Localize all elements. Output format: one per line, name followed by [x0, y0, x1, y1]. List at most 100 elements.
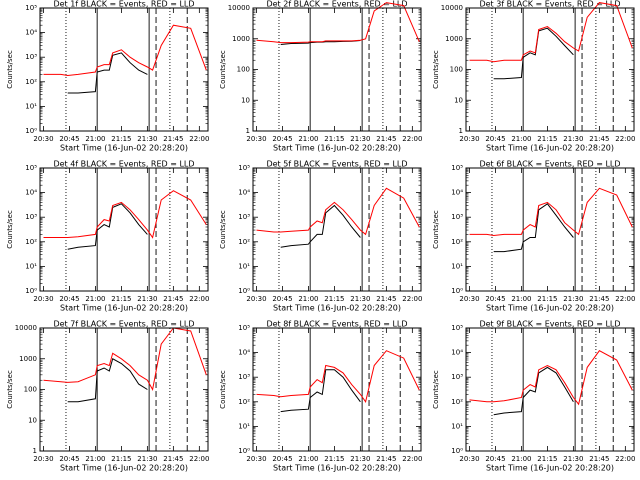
y-tick-label: 10² — [238, 238, 250, 246]
panel-title: Det 5f BLACK = Events, RED = LLD — [266, 160, 407, 169]
y-tick-label: 10³ — [238, 373, 250, 381]
y-tick-label: 10⁴ — [25, 29, 37, 37]
y-tick-label: 10⁵ — [25, 4, 37, 12]
y-tick-label: 10¹ — [238, 422, 250, 430]
y-tick-label: 10⁵ — [451, 324, 463, 332]
x-tick-label: 21:30 — [137, 455, 157, 463]
plot-frame — [465, 327, 635, 452]
panel-title: Det 2f BLACK = Events, RED = LLD — [266, 0, 407, 9]
y-tick-label: 10⁰ — [238, 287, 250, 295]
y-tick-label: 10⁰ — [25, 127, 37, 135]
y-tick-label: 10³ — [451, 373, 463, 381]
x-tick-label: 21:45 — [589, 455, 609, 463]
x-tick-label: 20:30 — [459, 295, 479, 303]
panel-title: Det 1f BLACK = Events, RED = LLD — [53, 0, 194, 9]
x-tick-label: 21:00 — [511, 455, 531, 463]
y-tick-label: 10³ — [25, 53, 37, 61]
x-tick-label: 20:45 — [59, 295, 79, 303]
x-tick-label: 21:00 — [511, 135, 531, 143]
y-tick-label: 10⁰ — [451, 447, 463, 455]
x-tick-label: 21:00 — [85, 135, 105, 143]
x-axis-label: Start Time (16-Jun-02 20:28:20) — [273, 144, 401, 153]
x-tick-label: 22:00 — [615, 455, 635, 463]
series-line — [469, 350, 633, 406]
x-tick-label: 21:00 — [511, 295, 531, 303]
x-tick-label: 21:45 — [589, 135, 609, 143]
panel-title: Det 4f BLACK = Events, RED = LLD — [53, 160, 194, 169]
plot-frame — [39, 7, 209, 132]
y-axis-label: Counts/sec — [219, 50, 227, 89]
y-axis-label: Counts/sec — [432, 370, 440, 409]
x-tick-label: 21:45 — [163, 295, 183, 303]
x-tick-label: 21:45 — [376, 135, 396, 143]
x-tick-label: 22:00 — [189, 455, 209, 463]
panel-title: Det 8f BLACK = Events, RED = LLD — [266, 320, 407, 329]
y-axis-label: Counts/sec — [219, 370, 227, 409]
series-line — [67, 203, 148, 250]
series-line — [256, 350, 420, 403]
y-tick-label: 10¹ — [238, 262, 250, 270]
x-tick-label: 21:15 — [324, 295, 344, 303]
x-tick-label: 21:00 — [85, 455, 105, 463]
x-tick-label: 21:30 — [137, 135, 157, 143]
y-tick-label: 10000 — [15, 324, 37, 332]
x-tick-label: 21:15 — [111, 455, 131, 463]
x-tick-label: 21:00 — [298, 455, 318, 463]
y-tick-label: 10⁵ — [25, 164, 37, 172]
x-axis-label: Start Time (16-Jun-02 20:28:20) — [60, 464, 188, 473]
x-tick-label: 21:45 — [376, 295, 396, 303]
x-tick-label: 20:45 — [59, 135, 79, 143]
panel-title: Det 6f BLACK = Events, RED = LLD — [479, 160, 620, 169]
y-tick-label: 10⁰ — [451, 287, 463, 295]
plot-frame — [465, 7, 635, 132]
y-tick-label: 1000 — [19, 355, 37, 363]
x-tick-label: 20:30 — [33, 295, 53, 303]
x-tick-label: 20:45 — [272, 455, 292, 463]
series-line — [493, 27, 574, 80]
y-tick-label: 10000 — [228, 4, 250, 12]
y-tick-label: 10² — [451, 398, 463, 406]
y-tick-label: 10⁴ — [451, 189, 463, 197]
x-tick-label: 20:45 — [485, 455, 505, 463]
series-line — [43, 327, 207, 391]
x-tick-label: 21:15 — [537, 455, 557, 463]
series-line — [493, 203, 574, 253]
plot-frame — [39, 167, 209, 292]
y-tick-label: 10¹ — [25, 102, 37, 110]
x-tick-label: 21:45 — [163, 455, 183, 463]
series-line — [43, 24, 207, 77]
y-axis-label: Counts/sec — [6, 210, 14, 249]
y-axis-label: Counts/sec — [6, 370, 14, 409]
x-axis-label: Start Time (16-Jun-02 20:28:20) — [486, 304, 614, 313]
plot-frame — [465, 167, 635, 292]
x-tick-label: 21:30 — [350, 455, 370, 463]
y-tick-label: 1 — [33, 447, 37, 455]
series-line — [280, 204, 361, 248]
series-line — [280, 369, 361, 413]
y-tick-label: 10² — [25, 238, 37, 246]
y-tick-label: 10² — [238, 398, 250, 406]
x-tick-label: 21:00 — [85, 295, 105, 303]
panel-title: Det 7f BLACK = Events, RED = LLD — [53, 320, 194, 329]
x-tick-label: 21:45 — [163, 135, 183, 143]
x-axis-label: Start Time (16-Jun-02 20:28:20) — [60, 144, 188, 153]
y-tick-label: 10¹ — [451, 422, 463, 430]
x-tick-label: 20:45 — [59, 455, 79, 463]
x-tick-label: 21:30 — [563, 455, 583, 463]
x-tick-label: 20:30 — [246, 295, 266, 303]
y-tick-label: 10⁴ — [238, 349, 250, 357]
series-line — [256, 187, 420, 236]
y-tick-label: 10¹ — [451, 262, 463, 270]
panel-title: Det 9f BLACK = Events, RED = LLD — [479, 320, 620, 329]
x-tick-label: 20:45 — [272, 295, 292, 303]
x-tick-label: 22:00 — [615, 295, 635, 303]
x-tick-label: 22:00 — [402, 295, 422, 303]
y-tick-label: 1000 — [232, 35, 250, 43]
x-tick-label: 20:30 — [33, 455, 53, 463]
x-tick-label: 20:30 — [459, 455, 479, 463]
x-tick-label: 20:45 — [485, 135, 505, 143]
y-tick-label: 10⁰ — [25, 287, 37, 295]
